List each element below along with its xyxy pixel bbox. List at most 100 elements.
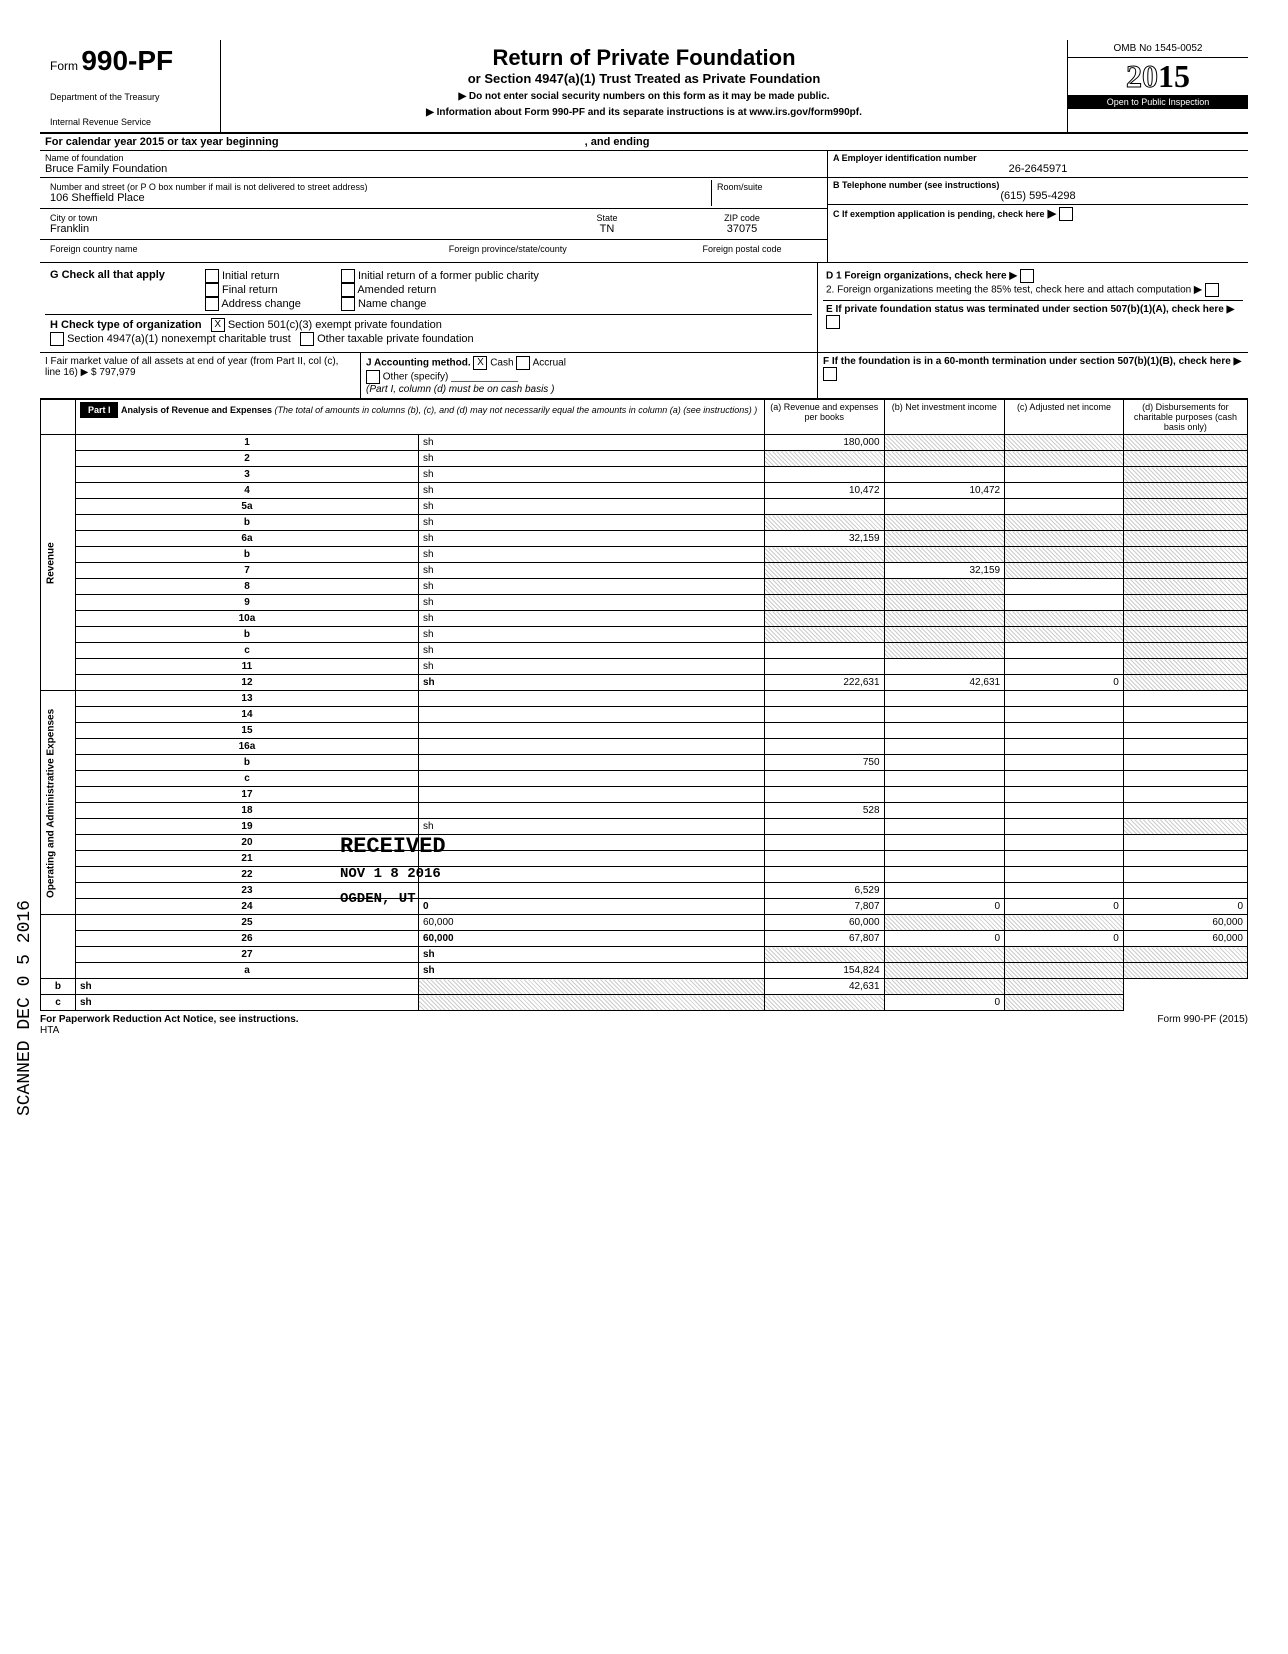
line-description: sh (75, 995, 418, 1011)
value-cell (765, 563, 885, 579)
state: TN (557, 223, 657, 235)
line-number: b (75, 515, 418, 531)
value-cell (884, 723, 1005, 739)
table-row: 6ash32,159 (41, 531, 1248, 547)
value-cell (884, 803, 1005, 819)
line-number: 7 (75, 563, 418, 579)
value-cell (1123, 819, 1247, 835)
j-accrual-checkbox[interactable] (516, 356, 530, 370)
line-number: b (75, 755, 418, 771)
table-row: 20 (41, 835, 1248, 851)
form-header: Form 990-PF Department of the Treasury I… (40, 40, 1248, 134)
value-cell (1123, 835, 1247, 851)
value-cell (1123, 499, 1247, 515)
value-cell (1123, 547, 1247, 563)
value-cell (1123, 723, 1247, 739)
value-cell (1005, 595, 1124, 611)
d1-checkbox[interactable] (1020, 269, 1034, 283)
table-row: 18528 (41, 803, 1248, 819)
value-cell (765, 787, 885, 803)
name-label: Name of foundation (45, 153, 822, 163)
table-row: 9sh (41, 595, 1248, 611)
line-description: 60,000 (419, 931, 765, 947)
inspection-label: Open to Public Inspection (1068, 95, 1248, 109)
value-cell: 10,472 (884, 483, 1005, 499)
value-cell (884, 691, 1005, 707)
value-cell: 180,000 (765, 435, 885, 451)
line-description: sh (419, 515, 765, 531)
value-cell (884, 707, 1005, 723)
value-cell: 222,631 (765, 675, 885, 691)
g-final-checkbox[interactable] (205, 283, 219, 297)
table-row: 10ash (41, 611, 1248, 627)
value-cell (884, 579, 1005, 595)
line-description: sh (419, 675, 765, 691)
value-cell: 0 (1005, 899, 1124, 915)
table-row: b750 (41, 755, 1248, 771)
g-name-checkbox[interactable] (341, 297, 355, 311)
value-cell (1123, 611, 1247, 627)
h-opt1-checkbox[interactable]: X (211, 318, 225, 332)
value-cell (765, 835, 885, 851)
f-checkbox[interactable] (823, 367, 837, 381)
value-cell (1005, 659, 1124, 675)
d2-label: 2. Foreign organizations meeting the 85%… (826, 285, 1191, 296)
line-number: 5a (75, 499, 418, 515)
line-description (419, 867, 765, 883)
table-row: 2560,00060,00060,000 (41, 915, 1248, 931)
sub-title: or Section 4947(a)(1) Trust Treated as P… (226, 71, 1062, 86)
g-initial-checkbox[interactable] (205, 269, 219, 283)
value-cell (765, 691, 885, 707)
value-cell (884, 851, 1005, 867)
value-cell (884, 643, 1005, 659)
h-opt3-checkbox[interactable] (300, 332, 314, 346)
value-cell: 6,529 (765, 883, 885, 899)
h-opt2-checkbox[interactable] (50, 332, 64, 346)
value-cell (1005, 819, 1124, 835)
d2-checkbox[interactable] (1205, 283, 1219, 297)
line-number: 12 (75, 675, 418, 691)
g-amended-checkbox[interactable] (341, 283, 355, 297)
g-label: G Check all that apply (50, 269, 165, 281)
line-description (419, 707, 765, 723)
c-label: C If exemption application is pending, c… (833, 209, 1045, 219)
table-row: 2407,807000 (41, 899, 1248, 915)
line-number: 13 (75, 691, 418, 707)
instr2: Information about Form 990-PF and its se… (437, 107, 862, 118)
e-checkbox[interactable] (826, 315, 840, 329)
value-cell: 7,807 (765, 899, 885, 915)
value-cell (1005, 883, 1124, 899)
year: 15 (1158, 58, 1190, 94)
value-cell (1005, 851, 1124, 867)
value-cell (765, 851, 885, 867)
table-row: 27sh (41, 947, 1248, 963)
value-cell (1005, 579, 1124, 595)
table-row: 3sh (41, 467, 1248, 483)
value-cell (765, 867, 885, 883)
c-checkbox[interactable] (1059, 207, 1073, 221)
value-cell (1005, 547, 1124, 563)
value-cell (1005, 979, 1124, 995)
line-number: 27 (75, 947, 418, 963)
table-row: 4sh10,47210,472 (41, 483, 1248, 499)
g-addr-checkbox[interactable] (205, 297, 219, 311)
line-number: 14 (75, 707, 418, 723)
g-initial: Initial return (222, 270, 279, 282)
line-number: 2 (75, 451, 418, 467)
value-cell (765, 579, 885, 595)
line-number: 1 (75, 435, 418, 451)
g-initial-former-checkbox[interactable] (341, 269, 355, 283)
value-cell (1005, 739, 1124, 755)
omb-box: OMB No 1545-0052 2015 Open to Public Ins… (1067, 40, 1248, 132)
value-cell (884, 451, 1005, 467)
cal-year-end: , and ending (585, 136, 650, 148)
j-cash-checkbox[interactable]: X (473, 356, 487, 370)
value-cell (884, 467, 1005, 483)
j-other-checkbox[interactable] (366, 370, 380, 384)
value-cell (884, 611, 1005, 627)
table-row: ash154,824 (41, 963, 1248, 979)
value-cell (419, 979, 765, 995)
dept-treasury: Department of the Treasury (50, 92, 210, 102)
line-description: sh (419, 563, 765, 579)
g-amended: Amended return (357, 284, 436, 296)
